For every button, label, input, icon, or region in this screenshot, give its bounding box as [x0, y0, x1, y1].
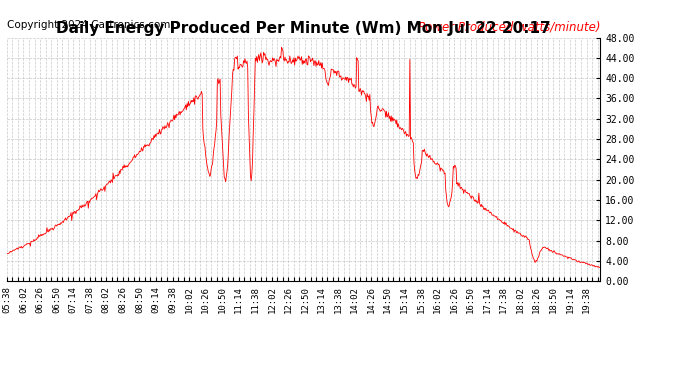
Text: Copyright 2024 Cartronics.com: Copyright 2024 Cartronics.com — [7, 20, 170, 30]
Text: Power Produced(watts/minute): Power Produced(watts/minute) — [418, 20, 600, 33]
Title: Daily Energy Produced Per Minute (Wm) Mon Jul 22 20:17: Daily Energy Produced Per Minute (Wm) Mo… — [57, 21, 551, 36]
